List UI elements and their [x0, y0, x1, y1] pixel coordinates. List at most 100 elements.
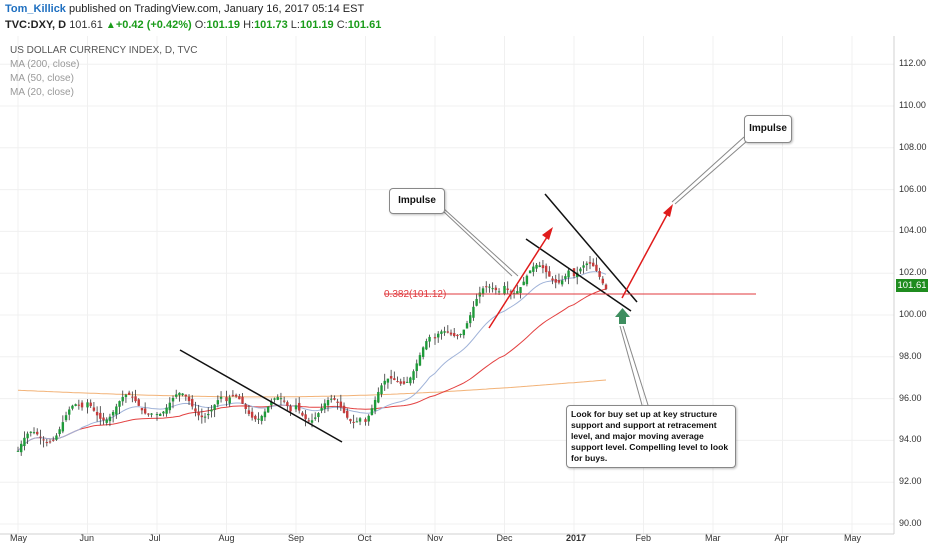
- y-tick-label: 108.00: [899, 141, 927, 152]
- x-tick-label: Oct: [357, 533, 372, 543]
- candle-body: [320, 408, 323, 411]
- candle: [440, 329, 443, 340]
- trendline-2-lower[interactable]: [525, 238, 632, 312]
- candle: [200, 408, 204, 424]
- x-tick-label: Feb: [635, 533, 652, 543]
- candle-body: [488, 286, 491, 288]
- y-tick-label: 94.00: [899, 434, 922, 445]
- candle-body: [238, 396, 241, 400]
- impulse-arrow-2[interactable]: [621, 210, 670, 299]
- candle: [567, 268, 570, 285]
- candle-body: [64, 415, 68, 421]
- legend-ma20[interactable]: MA (20, close): [10, 87, 74, 98]
- chart-canvas[interactable]: [0, 36, 932, 550]
- candle: [582, 261, 585, 274]
- y-tick-label: 106.00: [899, 183, 927, 194]
- symbol-label[interactable]: TVC:DXY, D: [5, 19, 67, 31]
- candle-body: [105, 419, 108, 423]
- candle-body: [20, 443, 23, 453]
- candle: [95, 406, 99, 422]
- candle: [184, 394, 188, 401]
- candle-body: [234, 394, 238, 397]
- candle: [396, 376, 399, 383]
- candle: [286, 400, 289, 412]
- candle-body: [475, 298, 478, 306]
- candle-body: [92, 407, 96, 411]
- candle-body: [55, 435, 58, 440]
- candle-body: [159, 414, 162, 417]
- candle: [74, 403, 77, 407]
- candle-body: [541, 265, 545, 269]
- candle-body: [418, 355, 422, 366]
- support-arrow-icon[interactable]: [615, 308, 630, 317]
- impulse-arrow-1-head: [542, 227, 553, 240]
- last-price-badge: 101.61: [896, 279, 928, 292]
- author-link[interactable]: Tom_Killick: [5, 3, 66, 15]
- candle: [36, 428, 39, 436]
- candle-body: [213, 404, 216, 410]
- candle-body: [402, 381, 406, 384]
- candle-body: [544, 265, 548, 273]
- ohlc-line: TVC:DXY, D 101.61 ▲+0.42 (+0.42%) O:101.…: [5, 19, 381, 31]
- candle: [352, 414, 355, 429]
- candle: [20, 440, 23, 456]
- candle: [339, 394, 343, 411]
- candle: [203, 412, 207, 423]
- legend-ma50[interactable]: MA (50, close): [10, 73, 74, 84]
- candle: [45, 438, 49, 447]
- trendline-1[interactable]: [179, 349, 343, 443]
- plot-area[interactable]: [0, 36, 894, 534]
- candle: [373, 396, 377, 415]
- candle: [127, 390, 131, 396]
- candle-body: [494, 287, 498, 291]
- candle-body: [532, 266, 535, 272]
- candle-body: [16, 450, 20, 452]
- note-callout[interactable]: Look for buy set up at key structure sup…: [566, 405, 736, 468]
- low-value: 101.19: [299, 19, 334, 31]
- candle-body: [412, 371, 415, 380]
- candle: [92, 402, 96, 412]
- candle: [548, 266, 551, 277]
- candle-body: [342, 405, 346, 413]
- candle-body: [181, 393, 184, 396]
- impulse-arrow-1[interactable]: [488, 233, 550, 329]
- trendline-2-upper[interactable]: [544, 193, 638, 303]
- candle-body: [134, 396, 137, 402]
- last-price: 101.61: [69, 19, 103, 31]
- callout-pointer-1: [442, 207, 519, 277]
- impulse-callout-2[interactable]: Impulse: [744, 115, 792, 143]
- candle: [421, 346, 425, 360]
- candle-body: [551, 278, 554, 281]
- candle: [525, 274, 529, 287]
- candle: [282, 396, 286, 404]
- candle-body: [389, 376, 393, 379]
- candle: [456, 334, 459, 340]
- candle: [270, 398, 273, 410]
- candle-body: [42, 439, 45, 441]
- legend-ma200[interactable]: MA (200, close): [10, 59, 80, 70]
- candle: [42, 436, 45, 448]
- candle-body: [399, 381, 402, 384]
- candle: [102, 412, 105, 425]
- candle-body: [191, 398, 194, 407]
- candle: [405, 376, 409, 383]
- candle: [519, 287, 522, 299]
- candle: [535, 262, 538, 273]
- candle: [216, 395, 220, 408]
- candle: [147, 413, 150, 417]
- candle-body: [440, 331, 443, 334]
- candle-body: [200, 415, 204, 418]
- chart-header: Tom_Killick published on TradingView.com…: [0, 0, 932, 36]
- support-arrow-shaft: [619, 317, 626, 324]
- candle-body: [286, 402, 289, 407]
- candle: [449, 329, 453, 337]
- x-tick-label: Nov: [427, 533, 444, 543]
- candle: [187, 394, 191, 406]
- impulse-callout-1[interactable]: Impulse: [389, 188, 445, 214]
- candle: [266, 406, 270, 413]
- candle-body: [333, 398, 336, 400]
- candle: [71, 404, 74, 411]
- candle-body: [216, 400, 220, 405]
- candle-body: [377, 391, 380, 403]
- candle: [443, 326, 446, 336]
